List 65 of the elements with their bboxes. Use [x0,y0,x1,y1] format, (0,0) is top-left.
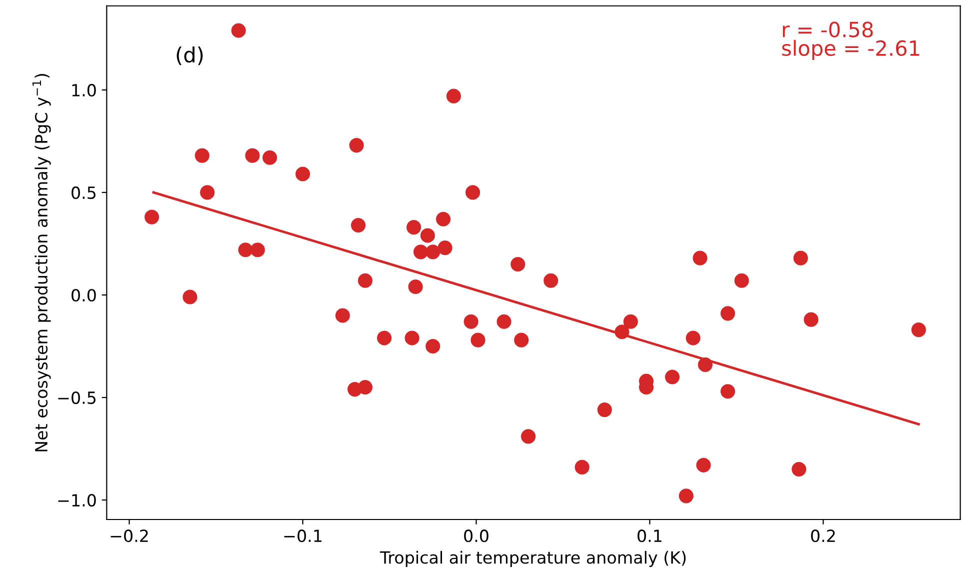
annotation: (d) [176,46,203,66]
point [464,314,478,329]
point [238,242,253,258]
point [692,250,708,266]
point [350,218,366,233]
point [358,273,372,288]
point [792,462,806,477]
point [349,138,364,153]
point [734,273,749,288]
point [426,244,440,260]
point [665,370,680,384]
point [194,148,210,163]
point [521,429,536,444]
point [262,150,278,165]
y-tick-label: −1.0 [58,494,96,507]
x-tick-label: −0.2 [110,530,148,542]
point [465,185,480,200]
point [144,210,160,224]
point [496,314,512,329]
x-tick-label: −0.1 [284,530,322,542]
point [574,460,590,474]
point [793,250,808,266]
point [698,357,713,372]
point [686,330,700,346]
y-tick-label: −0.5 [58,391,96,404]
y-tick-label: 1.0 [72,84,96,97]
point [623,314,638,329]
annotation: r = -0.58 slope = -2.61 [782,22,920,60]
point [720,306,736,321]
y-tick-label: 0.5 [72,186,96,200]
point [911,322,926,338]
point [678,488,694,504]
point [182,290,198,304]
x-tick-label: 0.1 [638,530,662,542]
point [720,384,736,399]
point [420,228,435,243]
point [804,312,818,327]
point [200,185,215,200]
point [614,324,630,340]
point [470,332,486,348]
y-tick-label: 0.0 [72,288,96,302]
point [597,402,612,418]
point [295,166,310,182]
point [377,330,392,346]
point [510,256,526,272]
point [245,148,260,163]
point [335,308,350,323]
point [514,332,529,348]
point [408,279,423,294]
point [250,242,265,258]
point [544,273,558,288]
point [696,458,711,472]
point [426,338,440,354]
point [358,380,372,395]
point [406,220,422,235]
point [436,212,451,226]
point [413,244,428,260]
point [231,23,246,38]
x-tick-label: 0.2 [811,530,835,542]
x-axis-title: Tropical air temperature anomaly (K) [380,550,686,568]
point [404,330,420,346]
x-tick-label: 0.0 [464,530,488,542]
point [438,240,452,256]
y-axis-title: Net ecosystem production anomaly (PgC y$^{−1}$) [32,74,51,452]
point [446,88,461,104]
